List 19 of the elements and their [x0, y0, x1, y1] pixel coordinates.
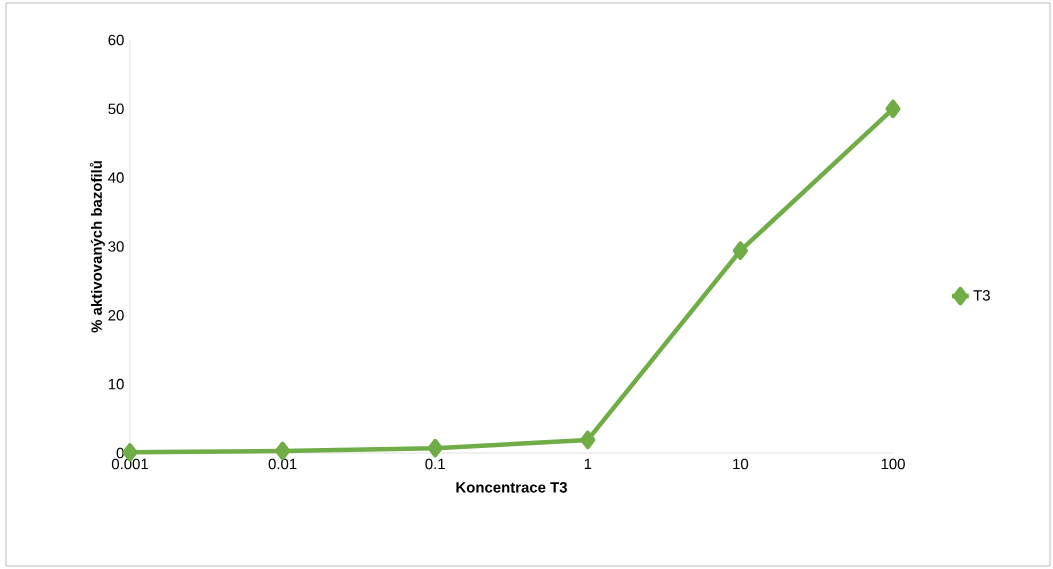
x-axis-title: Koncentrace T3	[456, 482, 567, 493]
legend-label: T3	[973, 290, 990, 301]
y-tick-label: 50	[108, 103, 124, 115]
x-tick-label: 100	[881, 458, 905, 470]
y-tick-label: 60	[108, 34, 124, 46]
y-tick-label: 30	[108, 241, 124, 252]
point	[732, 241, 748, 260]
x-tick-label: 0.01	[268, 458, 297, 470]
point	[580, 430, 596, 450]
point	[885, 99, 901, 119]
y-tick-label: 20	[108, 310, 124, 321]
y-tick-label: 10	[108, 378, 124, 390]
x-tick-label: 0.001	[111, 458, 148, 470]
y-tick-label: 40	[108, 172, 124, 183]
y-axis-title: % aktivovaných bazofilů	[89, 161, 105, 333]
x-tick-label: 1	[584, 458, 592, 469]
x-tick-label: 0.1	[425, 458, 445, 470]
x-tick-label: 10	[733, 458, 749, 470]
point	[427, 438, 443, 458]
